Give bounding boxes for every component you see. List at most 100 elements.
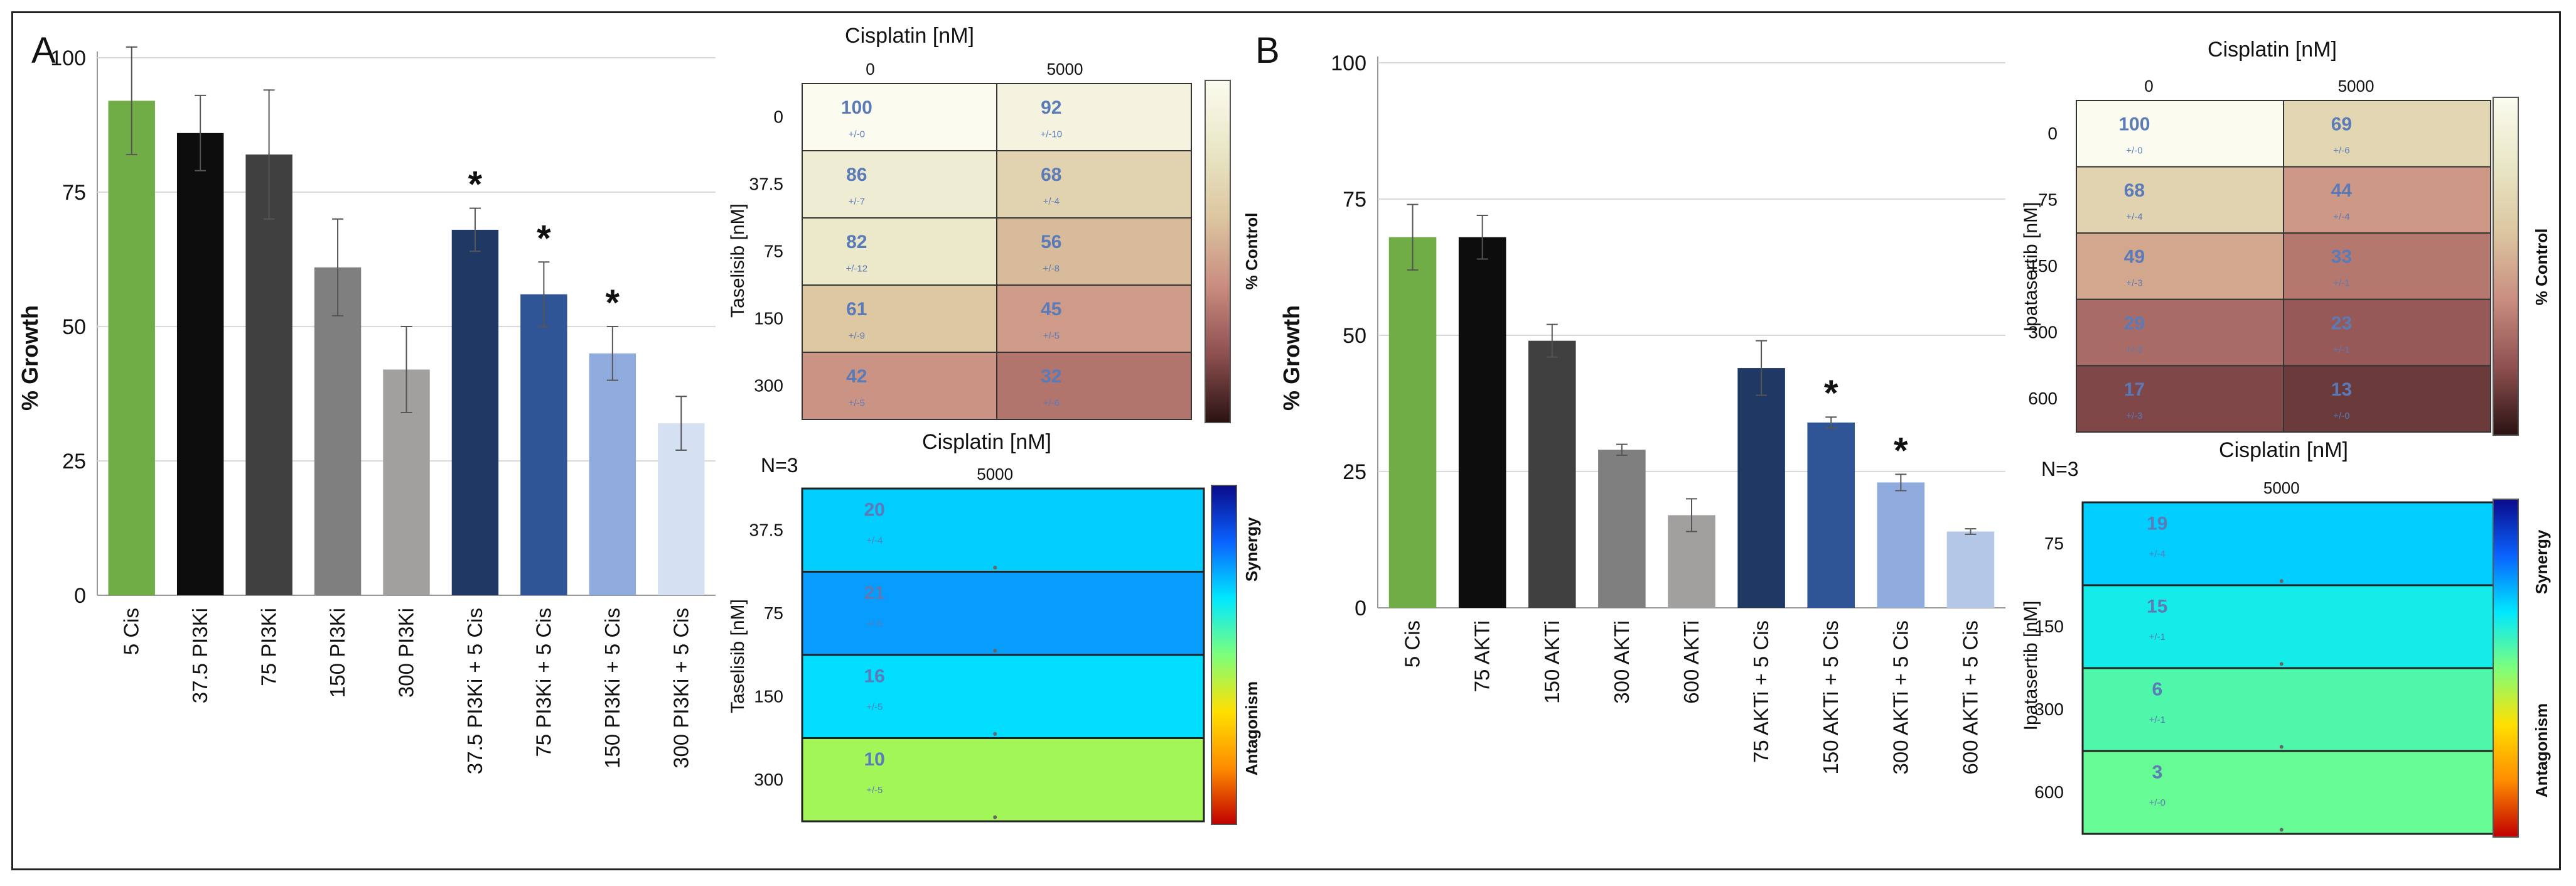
panel_a-category-label: 75 PI3Ki (257, 608, 281, 686)
panel_b-category-label: 150 AKTi (1540, 620, 1564, 704)
panel_a-heatmap-cell (802, 150, 997, 219)
panel_a-heatmap-error: +/-7 (849, 197, 865, 207)
panel_a-heatmap-value: 86 (846, 165, 867, 185)
panel-a-synergy-title: Cisplatin [nM] (922, 430, 1051, 454)
panel_a-ytick-label: 50 (62, 315, 86, 339)
panel_a-category-label: 37.5 PI3Ki + 5 Cis (463, 608, 486, 774)
panel_a-heatmap-row-label: 37.5 (749, 175, 784, 194)
panel-a-heatmap-title: Cisplatin [nM] (845, 24, 974, 48)
panel_b-synergy-marker (2279, 579, 2284, 583)
panel_b-heatmap-cell (2283, 100, 2491, 168)
panel-b-heatmap-row-title: Ipatasertib [nM] (2021, 202, 2041, 332)
panel_a-heatmap-value: 61 (846, 299, 867, 320)
panel_a-category-label: 75 PI3Ki + 5 Cis (532, 608, 555, 757)
panel_b-heatmap-error: +/-1 (2333, 278, 2349, 289)
panel_b-ytick-label: 50 (1343, 324, 1366, 348)
panel_a-category-label: 150 PI3Ki + 5 Cis (601, 608, 624, 769)
panel-a-heatmap-colorbar-label: % Control (1242, 213, 1261, 290)
panel_a-synergy-colorbar (1211, 485, 1237, 825)
panel_a-heatmap-value: 82 (846, 232, 867, 252)
panel_a-heatmap-error: +/-10 (1040, 129, 1062, 140)
panel-b-synergy-colorbar-top: Synergy (2532, 529, 2551, 594)
panel_a-heatmap-row-label: 150 (754, 309, 783, 328)
panel-b-bar-chart: % Growth 0 25 50 75 100 5 Cis 75 AKTi 150 AKTi 3… (1279, 51, 2005, 775)
panel_a-synergy-marker (993, 732, 997, 736)
panel_b-heatmap-row-label: 150 (2028, 256, 2058, 276)
panel_b-heatmap-row-label: 0 (2047, 124, 2058, 143)
panel_a-category-label: 37.5 PI3Ki (188, 608, 212, 703)
panel_b-category-label: 600 AKTi (1680, 620, 1703, 704)
panel_a-category-label: 150 PI3Ki (326, 608, 349, 698)
panel_a-heatmap-cell (802, 83, 997, 151)
panel_a-heatmap-value: 45 (1041, 299, 1061, 320)
panel_b-heatmap-cell (2076, 232, 2284, 300)
panel_b-synergy-col-label: 5000 (2263, 478, 2300, 497)
panel_b-heatmap-cell (2283, 298, 2491, 367)
panel_a-heatmap-error: +/-5 (849, 398, 865, 409)
panel_b-synergy-colorbar (2493, 499, 2519, 838)
panel_a-category-label: 5 Cis (120, 608, 143, 655)
panel_b-heatmap-error: +/-3 (2126, 411, 2142, 421)
panel_a-category-label: 300 PI3Ki (395, 608, 418, 698)
panel-a-ylabel: % Growth (17, 305, 43, 411)
panel_b-heatmap-cell (2076, 100, 2284, 168)
panel_a-category-label: 300 PI3Ki + 5 Cis (669, 608, 692, 769)
panel_b-heatmap-value: 33 (2331, 247, 2352, 267)
panel_b-heatmap-cell (2283, 166, 2491, 234)
panel-a-synergy-colorbar-bottom: Antagonism (1242, 681, 1261, 775)
panel_b-heatmap-value: 29 (2124, 313, 2145, 333)
panel_b-synergy-row-label: 75 (2044, 534, 2064, 553)
panel_b-synergy-error: +/-4 (2149, 549, 2165, 559)
panel_b-category-label: 5 Cis (1401, 620, 1424, 667)
panel_b-bar (1458, 237, 1506, 608)
panel_a-synergy-marker (993, 815, 997, 819)
panel-a-synergy-colorbar-top: Synergy (1242, 517, 1261, 581)
panel_b-category-label: 300 AKTi (1610, 620, 1633, 704)
panel_a-bar (451, 229, 499, 595)
panel_a-ytick-label: 100 (50, 46, 86, 70)
panel_a-heatmap-error: +/-4 (1043, 197, 1060, 207)
panel_a-synergy-cell (801, 654, 1205, 739)
panel_b-heatmap-value: 13 (2331, 379, 2352, 400)
panel-a-synergy-row-title: Taselisib [nM] (727, 599, 748, 713)
panel_a-heatmap-cell (996, 217, 1192, 286)
panel_a-bar (176, 132, 224, 596)
panel_b-synergy-error: +/-1 (2149, 632, 2165, 642)
panel-a-heatmap-row-title: Taselisib [nM] (727, 203, 748, 318)
panel_b-significance-star: * (1894, 430, 1908, 471)
panel_b-heatmap-value: 69 (2331, 114, 2352, 135)
panel_a-synergy-row-label: 150 (754, 686, 783, 706)
panel_b-synergy-error: +/-0 (2149, 797, 2165, 808)
panel_a-bar (520, 294, 567, 595)
panel_b-heatmap-error: +/-1 (2333, 344, 2349, 355)
panel_a-heatmap-col-label: 5000 (1047, 60, 1083, 78)
panel-b-synergy-map: N=3 Cisplatin [nM] Ipatasertib [nM] Syne… (2021, 438, 2551, 838)
panel_b-heatmap-cell (2076, 365, 2284, 433)
panel_b-bar (1737, 368, 1785, 608)
panel_b-heatmap-cell (2076, 166, 2284, 234)
panel_b-heatmap-col-label: 5000 (2338, 77, 2375, 95)
panel_a-heatmap-cell (996, 83, 1192, 151)
panel_a-heatmap-error: +/-5 (1043, 331, 1060, 342)
panel_a-bar (589, 353, 636, 595)
panel_b-heatmap-error: +/-3 (2126, 278, 2142, 289)
panel-b-synergy-colorbar-bottom: Antagonism (2532, 703, 2551, 797)
panel_a-synergy-error: +/-5 (866, 619, 883, 629)
panel_a-bar (314, 267, 362, 596)
panel_a-ytick-label: 25 (62, 450, 86, 473)
panel-b-letter: B (1255, 30, 1280, 71)
panel-b-heatmap: Cisplatin [nM] Ipatasertib [nM] % Contro… (2021, 38, 2551, 436)
panel_a-heatmap-value: 56 (1041, 232, 1061, 252)
panel_a-heatmap-error: +/-12 (845, 264, 867, 274)
panel_a-heatmap-cell (802, 217, 997, 286)
panel_b-heatmap-cell (2283, 365, 2491, 433)
panel_b-heatmap-value: 68 (2124, 180, 2145, 201)
panel_a-heatmap-value: 92 (1041, 97, 1061, 118)
panel_a-heatmap-error: +/-6 (1043, 398, 1060, 409)
panel_b-ytick-label: 75 (1343, 188, 1366, 212)
panel_b-ytick-label: 25 (1343, 460, 1366, 484)
panel_a-heatmap-value: 68 (1041, 165, 1061, 185)
panel-b-heatmap-colorbar-label: % Control (2532, 229, 2551, 306)
panel_b-heatmap-error: +/-0 (2333, 411, 2349, 421)
